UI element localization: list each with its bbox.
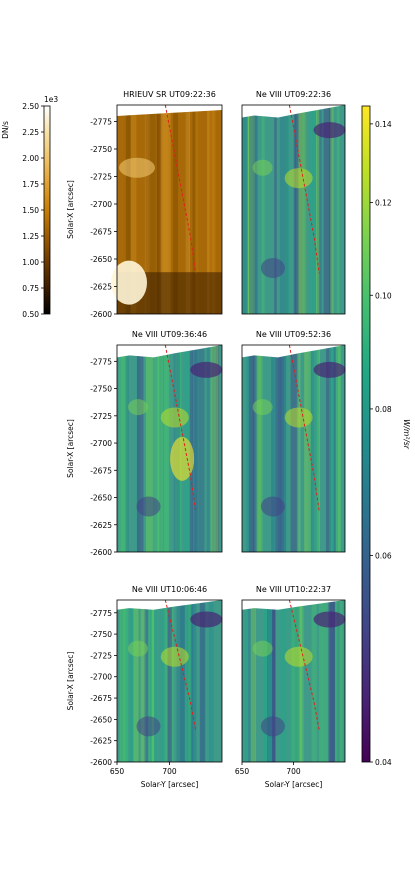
colorbar-radiance-label: W/m²/sr (402, 419, 411, 450)
panel-6: Ne VIII UT10:22:37 650 700 Solar-Y [arcsec] (235, 585, 346, 789)
colorbar-dn-tick-label: 1.25 (22, 232, 39, 241)
colorbar-dn-tick-label: 1.50 (22, 206, 39, 215)
panel-5-ytick-label: -2625 (90, 737, 112, 746)
panel-3-ytick-label: -2675 (90, 466, 112, 475)
panel-5: Ne VIII UT10:06:46 -2775 -2750 -2725 -2700 -2… (66, 585, 223, 789)
panel-1-ytick-label: -2725 (90, 173, 112, 182)
panel-2-image (242, 105, 346, 314)
panel-3-ytick-label: -2625 (90, 521, 112, 530)
colorbar-dn-tick-label: 1.75 (22, 180, 39, 189)
colorbar-dn-tick-label: 0.50 (22, 310, 39, 319)
colorbar-dn-tick-label: 2.25 (22, 128, 39, 137)
panel-3-ytick-label: -2725 (90, 412, 112, 421)
panel-4: Ne VIII UT09:52:36 (241, 330, 346, 553)
colorbar-dn-tick-label: 1.00 (22, 258, 39, 267)
panel-4-trace-line (288, 344, 320, 512)
panel-6-trace-line (288, 599, 320, 731)
panel-5-ytick-label: -2650 (90, 715, 112, 724)
panel-3-frame (116, 344, 223, 553)
panel-5-ytick-label: -2775 (90, 609, 112, 618)
panel-3-ytick-label: -2650 (90, 494, 112, 503)
panel-6-xtick-label: 700 (286, 767, 301, 776)
panel-1-ytick-label: -2625 (90, 283, 112, 292)
panel-5-xtick-label: 650 (110, 767, 125, 776)
panel-1-ytick-label: -2675 (90, 228, 112, 237)
colorbar-radiance-tick-label: 0.14 (375, 120, 392, 129)
colorbar-radiance-tick-label: 0.10 (375, 291, 392, 300)
colorbar-dn-tick-label: 2.00 (22, 154, 39, 163)
panel-4-frame (241, 344, 346, 553)
panel-5-trace-line (164, 599, 197, 731)
panel-5-title: Ne VIII UT10:06:46 (132, 585, 207, 594)
colorbar-radiance: 0.04 0.06 0.08 0.10 0.12 0.14 W/m²/sr (361, 105, 411, 767)
colorbar-dn-tick-label: 0.75 (22, 284, 39, 293)
panel-5-ytick-label: -2725 (90, 651, 112, 660)
colorbar-radiance-tick-label: 0.08 (375, 405, 392, 414)
panel-3: Ne VIII UT09:36:46 -2775 -2750 -2725 -2700 -2… (66, 330, 223, 557)
colorbar-dn: 0.50 0.75 1.00 1.25 1.50 1.75 2.00 2.25 2.50 1e3 D… (1, 95, 58, 319)
panel-3-ylabel: Solar-X [arcsec] (66, 419, 75, 478)
panel-4-title: Ne VIII UT09:52:36 (256, 330, 331, 339)
panel-3-ytick-label: -2775 (90, 357, 112, 366)
panel-1-ylabel: Solar-X [arcsec] (66, 180, 75, 239)
panel-1: HRIEUV SR UT09:22:36 -2775 -2750 -2725 -2700… (66, 90, 223, 319)
panel-3-ytick-label: -2750 (90, 385, 112, 394)
colorbar-dn-tick-label: 2.50 (22, 102, 39, 111)
panel-6-xtick-label: 650 (235, 767, 250, 776)
panel-1-trace-line (164, 104, 197, 274)
colorbar-radiance-tick-label: 0.12 (375, 198, 392, 207)
panel-5-ytick-label: -2600 (90, 758, 112, 767)
panel-1-title: HRIEUV SR UT09:22:36 (123, 90, 216, 99)
panel-6-xlabel: Solar-Y [arcsec] (265, 780, 323, 789)
panel-5-xlabel: Solar-Y [arcsec] (141, 780, 199, 789)
panel-2: Ne VIII UT09:22:36 (241, 90, 346, 315)
panel-4-image (242, 345, 346, 552)
colorbar-dn-exponent: 1e3 (44, 95, 58, 104)
panel-1-ytick-label: -2600 (90, 310, 112, 319)
panel-6-title: Ne VIII UT10:22:37 (256, 585, 331, 594)
panel-5-ylabel: Solar-X [arcsec] (66, 652, 75, 711)
panel-2-trace-line (288, 104, 320, 274)
panel-5-ytick-label: -2750 (90, 630, 112, 639)
panel-5-ytick-label: -2700 (90, 673, 112, 682)
colorbar-dn-bar (43, 105, 51, 315)
panel-1-ytick-label: -2750 (90, 145, 112, 154)
panel-5-image (117, 600, 223, 762)
panel-3-ytick-label: -2700 (90, 439, 112, 448)
panel-1-ytick-label: -2775 (90, 118, 112, 127)
panel-1-frame (116, 104, 223, 315)
panel-1-ytick-label: -2700 (90, 200, 112, 209)
colorbar-radiance-tick-label: 0.04 (375, 758, 392, 767)
colorbar-radiance-tick-label: 0.06 (375, 551, 392, 560)
panel-1-ytick-label: -2650 (90, 255, 112, 264)
panel-3-image (117, 345, 223, 552)
panel-3-ytick-label: -2600 (90, 548, 112, 557)
colorbar-dn-label: DN/s (1, 121, 10, 139)
panel-1-image (111, 105, 222, 314)
panel-6-image (242, 600, 346, 762)
panel-5-xtick-label: 700 (162, 767, 177, 776)
colorbar-radiance-bar (361, 105, 371, 763)
panel-3-title: Ne VIII UT09:36:46 (132, 330, 207, 339)
panel-2-frame (241, 104, 346, 315)
panel-5-ytick-label: -2675 (90, 694, 112, 703)
panel-3-trace-line (164, 344, 197, 512)
panel-2-title: Ne VIII UT09:22:36 (256, 90, 331, 99)
